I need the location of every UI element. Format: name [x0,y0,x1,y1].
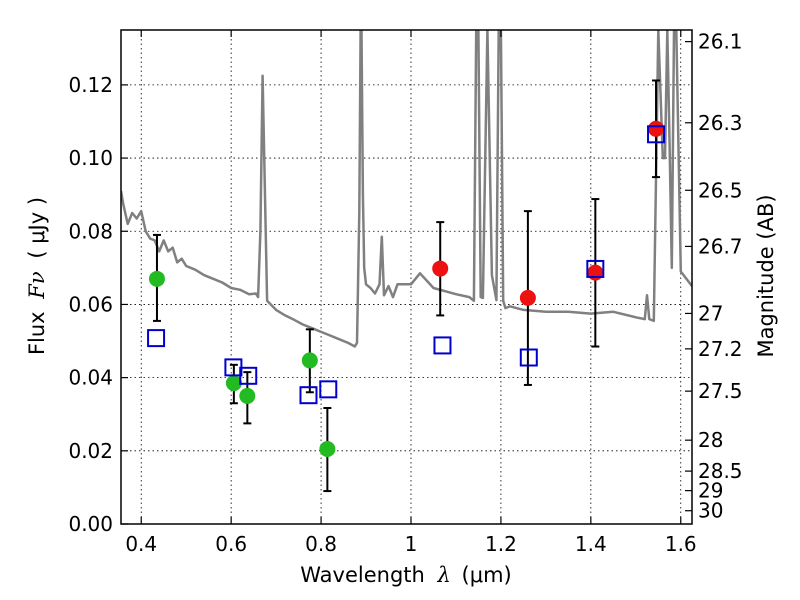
model-square [519,348,538,367]
mag-tick-label: 26.3 [698,111,743,135]
nir-point [519,289,536,306]
marker-layer [147,79,666,493]
gridlines [121,30,692,524]
mag-tick-label: 26.1 [698,30,743,54]
y-tick-label: 0.10 [68,146,113,170]
x-tick-label: 1.4 [575,532,607,556]
sed-layer [121,30,692,348]
nir-point [432,260,449,277]
mag-tick-label: 27.2 [698,337,743,361]
y-tick-label: 0.02 [68,439,113,463]
optical-point [319,440,336,457]
y-tick-label: 0.12 [68,73,113,97]
mag-tick-label: 26.7 [698,234,743,258]
x-tick-label: 1 [405,532,418,556]
optical-point [148,270,165,287]
model-square [239,366,258,385]
mag-tick-label: 28 [698,428,723,452]
optical-point [225,375,242,392]
y-tick-label: 0.04 [68,366,113,390]
y-tick-label: 0.06 [68,292,113,316]
x-axis-label-unit: (μm) [462,563,512,587]
y-axis-label: Flux Fν ( μJy ) [25,197,49,355]
label-layer: 0.4 0.6 0.8 1 1.2 1.4 1.6 0.00 0.02 0.04 0.06 0.08 0… [68,30,742,556]
y-axis-label-unit: ( μJy ) [25,197,49,259]
x-axis-label-text: Wavelength [300,563,425,587]
mag-tick-label: 29 [698,479,723,503]
x-tick-label: 1.6 [665,532,697,556]
mag-tick-label: 27 [698,301,723,325]
optical-point [301,352,318,369]
x-tick-label: 0.4 [125,532,157,556]
y-axis-label-symbol: Fν [25,271,49,300]
model-square [299,386,318,405]
tick-layer [121,30,692,525]
mag-tick-label: 30 [698,499,723,523]
x-tick-label: 1.2 [485,532,517,556]
x-axis-label: Wavelength λ (μm) [300,563,511,587]
optical-point [239,387,256,404]
y-axis-label-text: Flux [25,311,49,355]
y2-axis-label: Magnitude (AB) [754,194,778,357]
mag-tick-label: 28.5 [698,459,743,483]
model-square [647,125,666,144]
y-tick-label: 0.00 [68,512,113,536]
model-square [433,336,452,355]
x-tick-label: 0.6 [215,532,247,556]
x-axis-label-symbol: λ [437,563,451,587]
plot-frame [120,29,693,525]
model-square [147,329,166,348]
y-tick-label: 0.08 [68,219,113,243]
model-square [319,380,338,399]
nir-point [648,120,665,137]
model-square [586,259,605,278]
mag-tick-label: 27.5 [698,379,743,403]
x-tick-label: 0.8 [305,532,337,556]
mag-tick-label: 26.5 [698,178,743,202]
sed-model-line [121,30,692,348]
